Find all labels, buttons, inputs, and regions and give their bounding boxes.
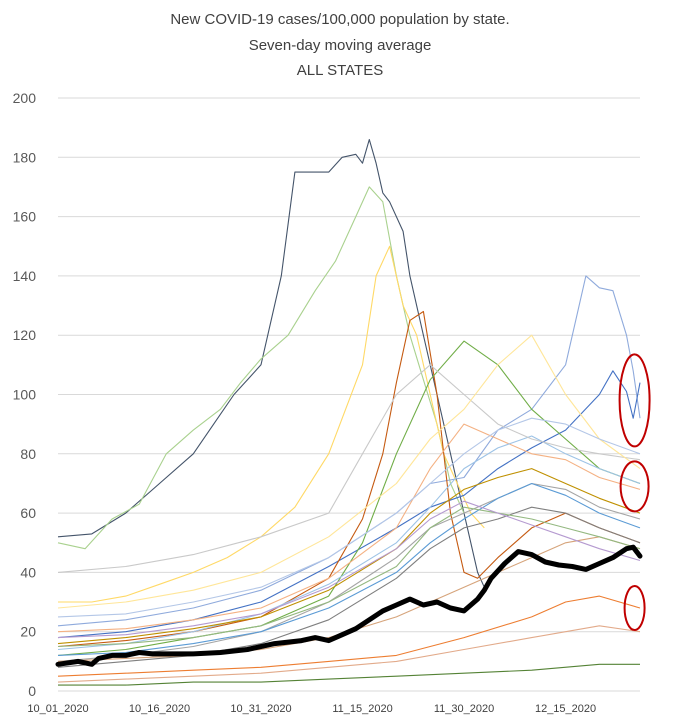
x-tick-label: 11_15_2020	[332, 703, 392, 715]
series-line-12	[57, 482, 641, 656]
y-tick-label: 160	[13, 209, 37, 225]
x-tick-label: 10_01_2020	[27, 703, 88, 715]
series-line-17	[57, 334, 641, 609]
average-series	[55, 544, 643, 667]
chart-title-line-3: ALL STATES	[296, 62, 384, 79]
series-line-18	[57, 417, 641, 618]
average-line	[55, 544, 643, 667]
series-line-20	[57, 506, 641, 648]
x-tick-label: 12_15_2020	[535, 703, 596, 715]
y-tick-label: 200	[13, 90, 37, 106]
highlight-ellipse-0	[618, 353, 651, 448]
series-line-2	[58, 245, 485, 603]
series-line-1	[57, 186, 465, 550]
series-line-14	[57, 625, 641, 683]
series-line-9	[57, 468, 641, 645]
y-tick-label: 20	[20, 624, 36, 640]
state-series	[57, 138, 641, 686]
series-line-15	[58, 663, 640, 686]
y-tick-label: 0	[28, 683, 36, 699]
series-line-8	[57, 435, 641, 651]
series-line-11	[57, 506, 641, 668]
series-line-4	[57, 370, 641, 639]
x-tick-label: 10_31_2020	[230, 703, 291, 715]
chart-title-line-2: Seven-day moving average	[248, 37, 432, 54]
series-line-16	[57, 364, 641, 573]
y-tick-label: 180	[13, 149, 37, 165]
gridlines	[58, 97, 640, 692]
series-line-0	[57, 138, 485, 588]
chart-title-line-1: New COVID-19 cases/100,000 population by…	[170, 11, 510, 28]
series-line-13	[57, 595, 641, 677]
series-line-5	[57, 310, 641, 648]
y-tick-label: 40	[20, 564, 36, 580]
y-tick-label: 140	[13, 268, 37, 284]
series-line-3	[57, 275, 641, 627]
y-tick-label: 80	[20, 446, 36, 462]
x-tick-label: 11_30_2020	[434, 703, 494, 715]
y-tick-label: 100	[13, 387, 37, 403]
y-tick-label: 60	[20, 505, 36, 521]
highlight-ellipse-1	[619, 460, 650, 513]
series-line-21	[57, 500, 641, 639]
series-line-7	[57, 423, 641, 633]
y-tick-label: 120	[13, 327, 37, 343]
y-axis-ticks: 0 20 40 60 80 100 120 140 160 180 200	[13, 90, 37, 699]
highlight-annotations	[618, 353, 651, 631]
x-tick-label: 10_16_2020	[129, 703, 190, 715]
highlight-ellipse-2	[623, 584, 646, 631]
x-axis-ticks: 10_01_2020 10_16_2020 10_31_2020 11_15_2020…	[27, 703, 596, 715]
